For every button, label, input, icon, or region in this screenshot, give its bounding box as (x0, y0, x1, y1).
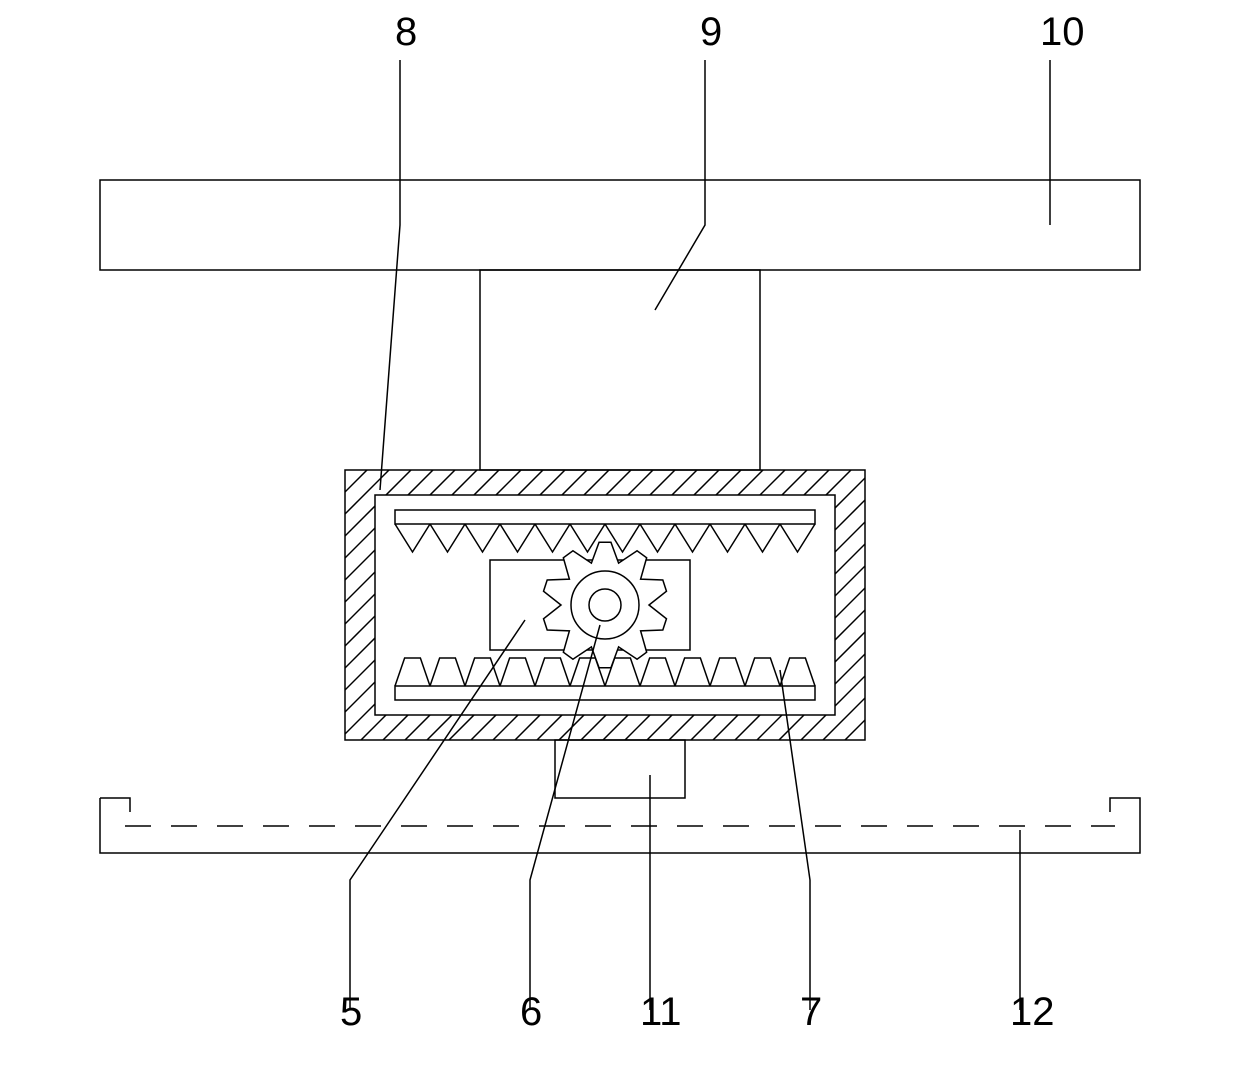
callout-10: 10 (1040, 10, 1085, 225)
callout-11: 11 (640, 775, 682, 1034)
base-rail-12 (100, 798, 1140, 853)
callout-12: 12 (1010, 830, 1055, 1034)
label-8: 8 (395, 10, 417, 54)
neck-9 (480, 270, 760, 470)
callout-9: 9 (655, 10, 722, 310)
label-5: 5 (340, 990, 362, 1034)
label-11: 11 (640, 990, 682, 1034)
label-7: 7 (800, 990, 822, 1034)
label-10: 10 (1040, 10, 1085, 54)
callout-8: 8 (380, 10, 417, 490)
label-9: 9 (700, 10, 722, 54)
label-12: 12 (1010, 990, 1055, 1034)
top-plate-10 (100, 180, 1140, 270)
neck-11 (555, 740, 685, 798)
label-6: 6 (520, 990, 542, 1034)
